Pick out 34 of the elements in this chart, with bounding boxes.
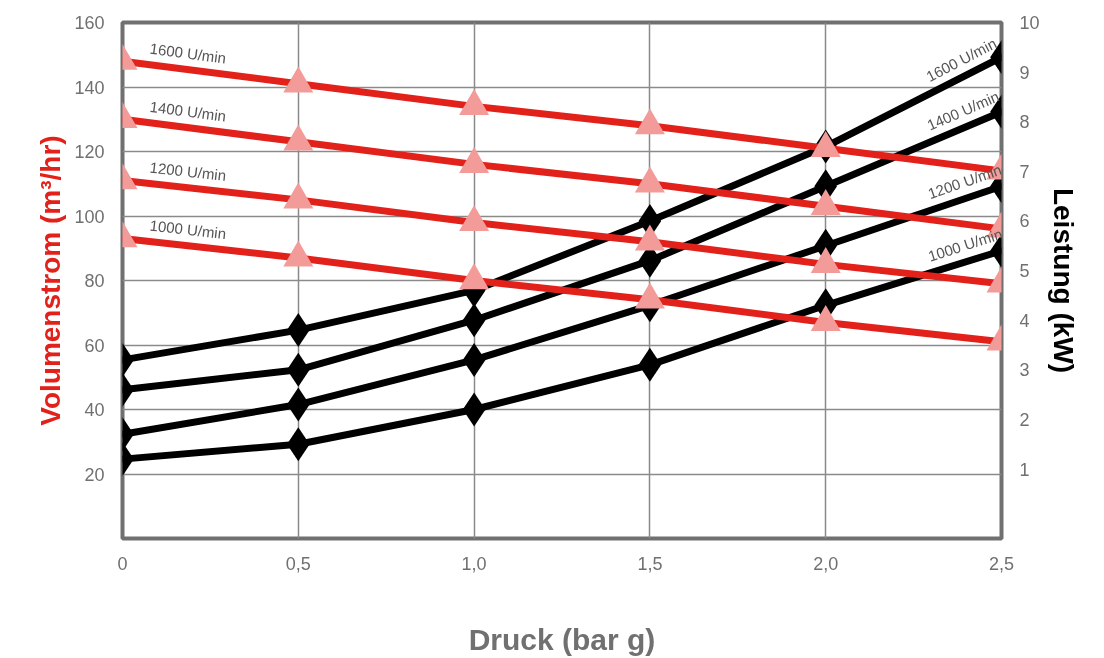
y-tick-label: 20: [84, 464, 105, 485]
y2-tick-label: 4: [1019, 310, 1030, 331]
text: 1600 U/min: [923, 34, 1000, 85]
x-tick-label: 1,0: [461, 553, 487, 574]
text: 1400 U/min: [148, 97, 228, 125]
y2-tick-label: 7: [1019, 161, 1030, 182]
text: 1400 U/min: [924, 87, 1002, 134]
y-tick-label: 60: [84, 335, 105, 356]
y2-tick-label: 10: [1019, 13, 1040, 33]
y2-tick-label: 1: [1019, 459, 1030, 480]
y-tick-label: 100: [74, 206, 105, 227]
y-tick-label: 140: [74, 77, 105, 98]
x-tick-label: 1,5: [637, 553, 663, 574]
text: 1200 U/min: [925, 160, 1004, 203]
text: 1200 U/min: [148, 158, 228, 185]
x-tick-label: 0: [117, 553, 128, 574]
x-tick-label: 2,0: [813, 553, 839, 574]
y2-tick-label: 3: [1019, 360, 1030, 381]
y2-tick-label: 8: [1019, 112, 1030, 133]
x-tick-label: 2,5: [988, 553, 1015, 574]
y-axis-title: Volumenstrom (m³/hr): [35, 135, 67, 426]
y2-tick-label: 6: [1019, 211, 1030, 232]
text: 1000 U/min: [148, 216, 228, 243]
y2-axis-title: Leistung (kW): [1047, 187, 1079, 374]
x-axis-title: Druck (bar g): [468, 622, 656, 656]
y2-tick-label: 9: [1019, 62, 1030, 83]
x-tick-label: 0,5: [285, 553, 311, 574]
y-tick-label: 160: [74, 13, 105, 33]
y2-tick-label: 5: [1019, 261, 1030, 282]
y-tick-label: 120: [74, 142, 105, 162]
y-tick-label: 40: [84, 400, 105, 420]
y-tick-label: 80: [84, 271, 105, 291]
y2-tick-label: 2: [1019, 409, 1030, 430]
text: 1600 U/min: [148, 39, 228, 67]
